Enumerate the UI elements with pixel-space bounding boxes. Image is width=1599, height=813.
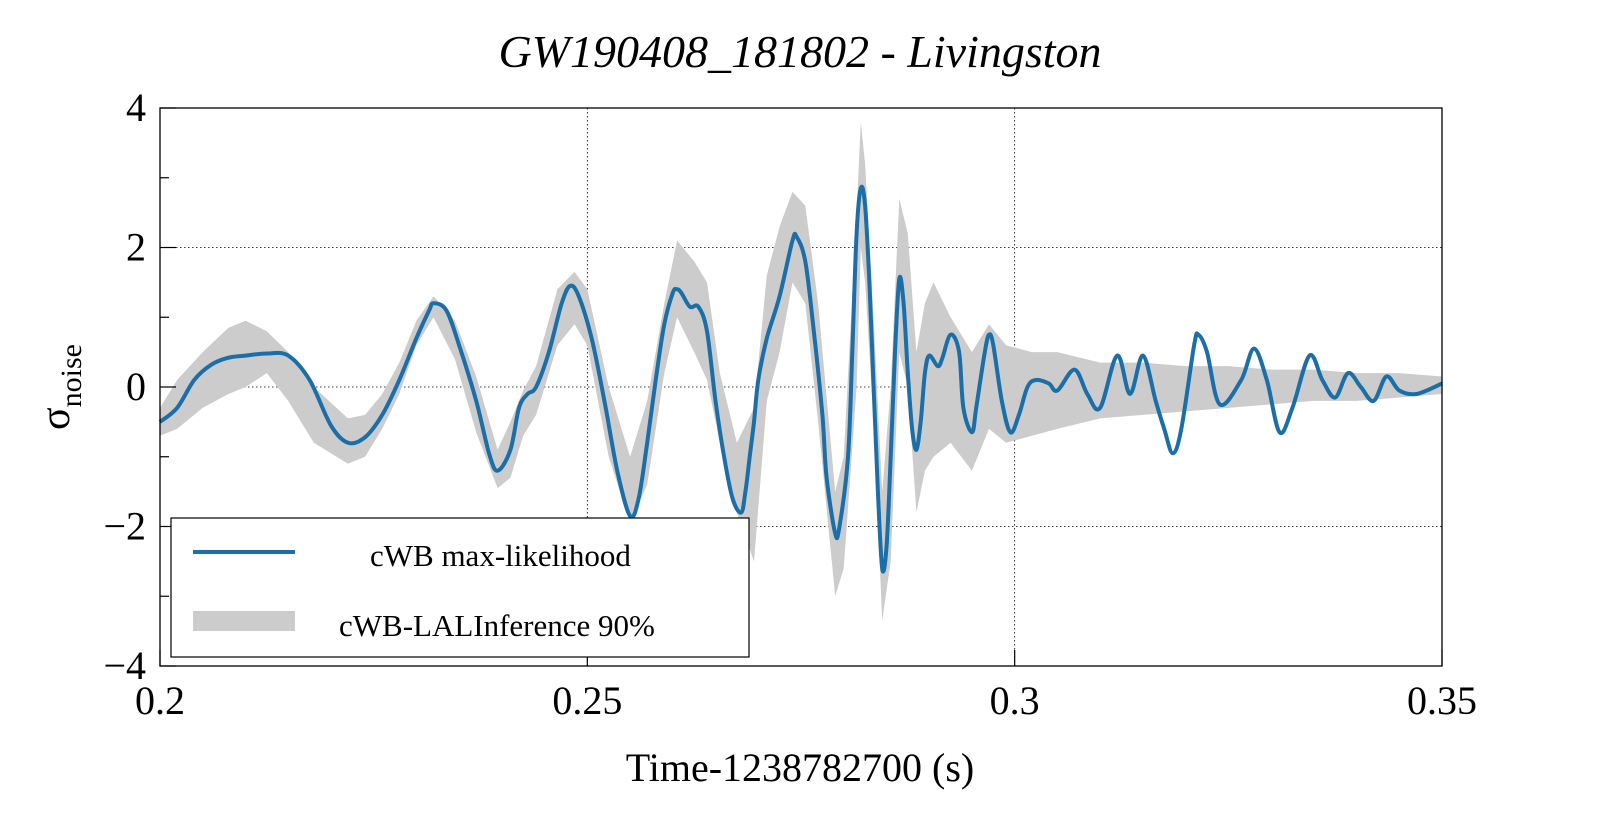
svg-text:σnoise: σnoise [33,344,88,430]
x-tick-label: 0.25 [552,678,622,723]
y-tick-label: 0 [126,364,146,409]
y-axis-label-sub: noise [55,344,88,407]
legend-label-max-likelihood: cWB max-likelihood [370,538,631,573]
x-tick-label: 0.35 [1407,678,1477,723]
y-tick-label: 4 [126,85,146,130]
x-tick-label: 0.2 [135,678,185,723]
legend-box [170,517,750,658]
band-90-percent [160,122,1442,621]
y-tick-label: 2 [126,225,146,270]
x-tick-label: 0.3 [990,678,1040,723]
series-layer [158,184,1443,574]
legend: cWB max-likelihood cWB-LALInference 90% [170,517,750,658]
axis-ticks: 0.2 0.25 0.3 0.35 −4 −2 0 2 4 [103,85,1477,723]
y-tick-label: −2 [103,504,146,549]
y-axis-label: σnoise [33,344,88,430]
y-axis-label-main: σ [33,407,79,430]
series-max-likelihood [158,184,1443,574]
chart-title: GW190408_181802 - Livingston [498,26,1101,77]
band-layer [160,122,1442,621]
x-axis-label: Time-1238782700 (s) [626,745,975,790]
legend-label-90-percent: cWB-LALInference 90% [339,608,655,643]
legend-band-swatch [193,611,295,631]
y-tick-label: −4 [103,643,146,688]
